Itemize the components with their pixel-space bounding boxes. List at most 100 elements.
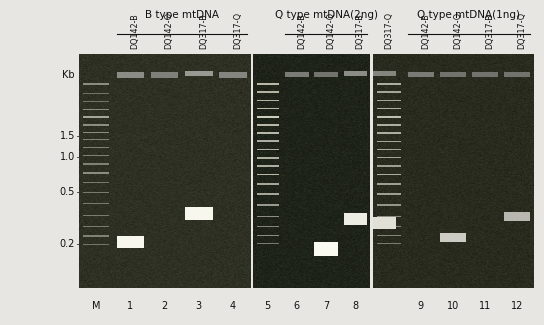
FancyBboxPatch shape [219, 72, 247, 78]
Text: DQ317-B: DQ317-B [199, 13, 208, 49]
FancyBboxPatch shape [257, 83, 279, 85]
FancyBboxPatch shape [373, 217, 396, 229]
FancyBboxPatch shape [440, 72, 466, 77]
Text: M: M [92, 301, 100, 311]
Text: 10: 10 [447, 301, 459, 311]
FancyBboxPatch shape [376, 204, 401, 206]
FancyBboxPatch shape [83, 147, 109, 148]
FancyBboxPatch shape [344, 71, 367, 76]
FancyBboxPatch shape [376, 216, 401, 217]
Text: DQ317-Q: DQ317-Q [385, 12, 393, 49]
FancyBboxPatch shape [376, 226, 401, 228]
FancyBboxPatch shape [257, 99, 279, 101]
FancyBboxPatch shape [376, 133, 401, 134]
Text: 1.0: 1.0 [60, 151, 75, 162]
FancyBboxPatch shape [344, 213, 367, 225]
Text: DQ142-B: DQ142-B [421, 13, 430, 49]
FancyBboxPatch shape [116, 236, 144, 248]
Text: B type mtDNA: B type mtDNA [145, 10, 219, 20]
FancyBboxPatch shape [185, 71, 213, 76]
FancyBboxPatch shape [285, 72, 308, 77]
Text: 8: 8 [352, 301, 358, 311]
Text: 1.5: 1.5 [60, 131, 75, 140]
Text: 0.2: 0.2 [60, 239, 75, 249]
Text: 6: 6 [294, 301, 300, 311]
FancyBboxPatch shape [472, 72, 498, 77]
Text: Q type mtDNA(1ng): Q type mtDNA(1ng) [417, 10, 521, 20]
Text: 11: 11 [479, 301, 491, 311]
FancyBboxPatch shape [257, 157, 279, 159]
FancyBboxPatch shape [504, 212, 530, 221]
FancyBboxPatch shape [376, 165, 401, 167]
FancyBboxPatch shape [257, 243, 279, 244]
Text: 7: 7 [323, 301, 329, 311]
FancyBboxPatch shape [83, 163, 109, 165]
Text: Kb: Kb [63, 70, 75, 80]
FancyBboxPatch shape [257, 124, 279, 126]
FancyBboxPatch shape [83, 203, 109, 204]
FancyBboxPatch shape [83, 124, 109, 125]
FancyBboxPatch shape [376, 174, 401, 176]
FancyBboxPatch shape [376, 108, 401, 110]
FancyBboxPatch shape [83, 139, 109, 140]
FancyBboxPatch shape [373, 71, 396, 76]
FancyBboxPatch shape [376, 235, 401, 236]
Text: 9: 9 [418, 301, 424, 311]
FancyBboxPatch shape [83, 172, 109, 174]
FancyBboxPatch shape [376, 157, 401, 159]
FancyBboxPatch shape [83, 155, 109, 156]
FancyBboxPatch shape [376, 100, 401, 101]
FancyBboxPatch shape [116, 72, 144, 78]
Text: DQ142-B: DQ142-B [130, 13, 139, 49]
FancyBboxPatch shape [257, 132, 279, 134]
FancyBboxPatch shape [83, 101, 109, 102]
FancyBboxPatch shape [83, 93, 109, 94]
Text: DQ142-Q: DQ142-Q [453, 12, 462, 49]
Text: 2: 2 [162, 301, 168, 311]
FancyBboxPatch shape [257, 174, 279, 176]
FancyBboxPatch shape [376, 83, 401, 85]
FancyBboxPatch shape [257, 108, 279, 110]
Text: Q type mtDNA(2ng): Q type mtDNA(2ng) [275, 10, 378, 20]
FancyBboxPatch shape [83, 235, 109, 237]
Text: 12: 12 [511, 301, 523, 311]
FancyBboxPatch shape [504, 72, 530, 77]
FancyBboxPatch shape [257, 226, 279, 228]
Text: 3: 3 [196, 301, 202, 311]
FancyBboxPatch shape [257, 140, 279, 142]
FancyBboxPatch shape [314, 72, 338, 77]
FancyBboxPatch shape [314, 242, 338, 256]
FancyBboxPatch shape [257, 204, 279, 206]
FancyBboxPatch shape [257, 149, 279, 150]
Text: DQ317-Q: DQ317-Q [233, 12, 242, 49]
Text: DQ142-Q: DQ142-Q [164, 12, 174, 49]
FancyBboxPatch shape [257, 235, 279, 236]
Text: 5: 5 [264, 301, 271, 311]
FancyBboxPatch shape [83, 109, 109, 110]
FancyBboxPatch shape [83, 83, 109, 85]
FancyBboxPatch shape [376, 116, 401, 118]
FancyBboxPatch shape [83, 244, 109, 245]
FancyBboxPatch shape [376, 243, 401, 244]
FancyBboxPatch shape [257, 91, 279, 93]
FancyBboxPatch shape [151, 72, 178, 78]
Text: DQ317-B: DQ317-B [355, 13, 364, 49]
Text: DQ142-B: DQ142-B [297, 13, 306, 49]
FancyBboxPatch shape [257, 183, 279, 185]
FancyBboxPatch shape [376, 124, 401, 126]
FancyBboxPatch shape [83, 215, 109, 216]
FancyBboxPatch shape [257, 193, 279, 195]
Text: 1: 1 [127, 301, 133, 311]
FancyBboxPatch shape [83, 192, 109, 193]
FancyBboxPatch shape [376, 193, 401, 195]
FancyBboxPatch shape [376, 149, 401, 150]
FancyBboxPatch shape [408, 72, 434, 77]
Text: DQ317-B: DQ317-B [485, 13, 494, 49]
FancyBboxPatch shape [257, 165, 279, 167]
FancyBboxPatch shape [83, 182, 109, 183]
FancyBboxPatch shape [376, 91, 401, 93]
FancyBboxPatch shape [376, 183, 401, 185]
FancyBboxPatch shape [83, 226, 109, 227]
FancyBboxPatch shape [440, 233, 466, 242]
Text: 4: 4 [230, 301, 236, 311]
